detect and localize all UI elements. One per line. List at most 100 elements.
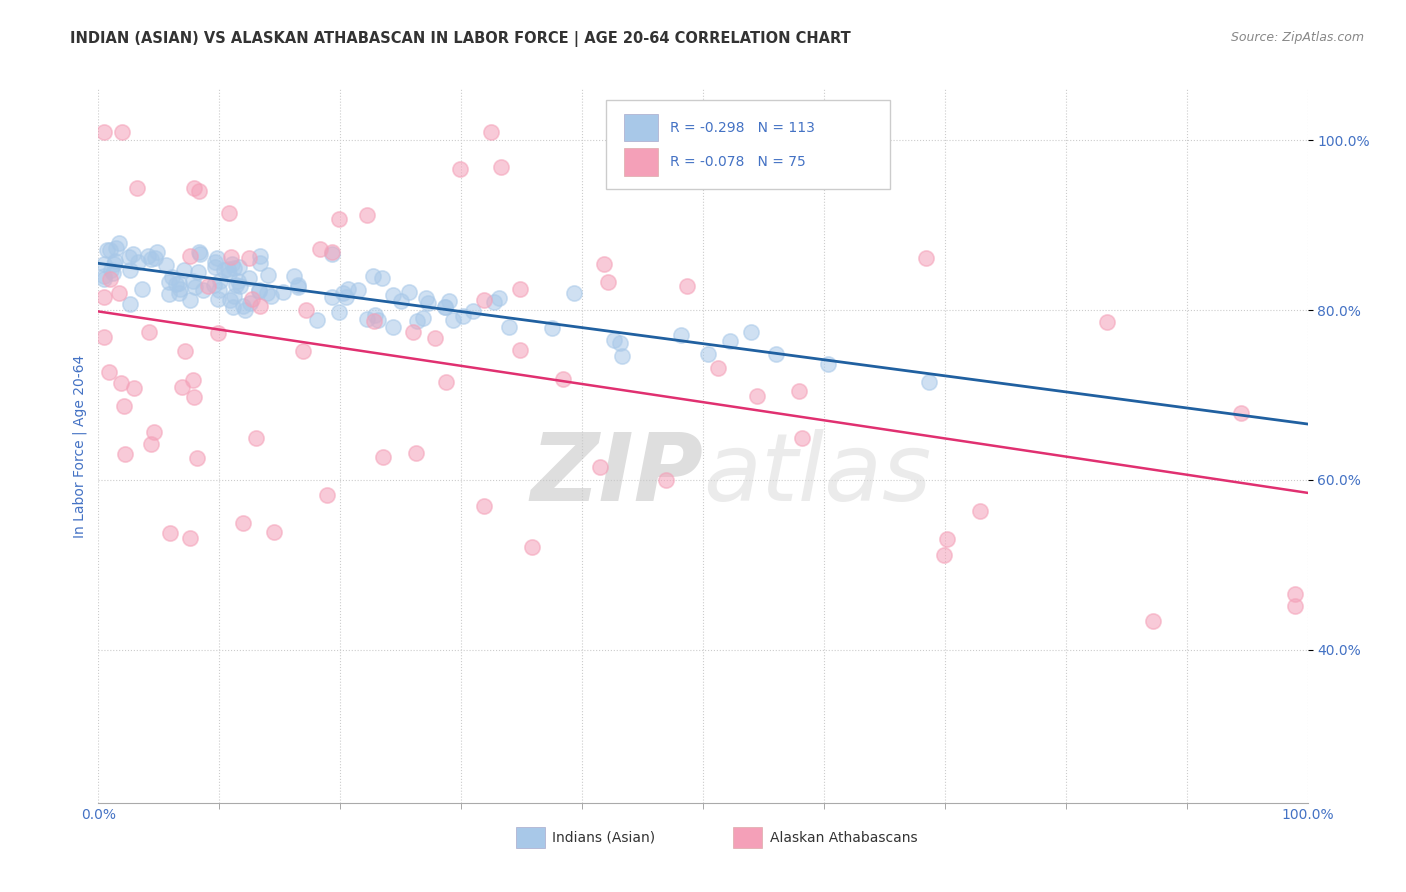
Point	[249, 256, 271, 270]
Point	[169, 282, 191, 296]
Point	[655, 473, 678, 487]
Point	[434, 376, 457, 390]
Point	[364, 308, 387, 322]
Point	[363, 269, 385, 284]
Point	[93, 125, 115, 139]
Point	[356, 208, 378, 222]
FancyBboxPatch shape	[624, 114, 658, 141]
Point	[108, 235, 131, 250]
Point	[287, 277, 309, 292]
Point	[202, 278, 225, 293]
Point	[263, 524, 285, 539]
Point	[127, 254, 149, 268]
Point	[191, 283, 214, 297]
Point	[472, 499, 495, 513]
Point	[93, 290, 115, 304]
Text: INDIAN (ASIAN) VS ALASKAN ATHABASCAN IN LABOR FORCE | AGE 20-64 CORRELATION CHAR: INDIAN (ASIAN) VS ALASKAN ATHABASCAN IN …	[70, 31, 851, 47]
Point	[603, 334, 626, 348]
Point	[218, 293, 240, 308]
Point	[207, 293, 229, 307]
Point	[328, 305, 350, 319]
Point	[609, 336, 631, 351]
Point	[122, 246, 145, 260]
Point	[118, 263, 141, 277]
Point	[479, 125, 502, 139]
Point	[718, 334, 741, 348]
Point	[207, 326, 229, 341]
Point	[118, 250, 141, 264]
Point	[93, 272, 115, 286]
Point	[217, 262, 239, 277]
Point	[208, 283, 231, 297]
Text: atlas: atlas	[703, 429, 931, 520]
Point	[745, 388, 768, 402]
Point	[416, 295, 439, 310]
Text: Indians (Asian): Indians (Asian)	[551, 830, 655, 845]
Point	[165, 277, 187, 292]
Point	[174, 344, 197, 359]
Point	[212, 263, 235, 277]
Point	[381, 319, 404, 334]
Point	[308, 242, 330, 256]
Point	[93, 257, 115, 271]
Point	[167, 277, 190, 291]
Point	[915, 251, 938, 265]
Point	[817, 358, 839, 372]
Point	[239, 295, 262, 310]
Point	[936, 532, 959, 546]
Point	[170, 380, 193, 394]
Point	[183, 390, 205, 404]
Point	[238, 271, 260, 285]
Point	[232, 298, 254, 312]
Point	[100, 263, 122, 277]
Point	[696, 347, 718, 361]
Point	[249, 284, 271, 298]
Point	[104, 241, 127, 255]
Point	[228, 260, 250, 274]
Point	[588, 460, 610, 475]
Point	[222, 289, 245, 303]
Point	[321, 246, 343, 260]
Point	[111, 125, 134, 139]
Point	[562, 285, 585, 300]
Point	[188, 247, 211, 261]
FancyBboxPatch shape	[734, 827, 762, 848]
Point	[332, 286, 354, 301]
Point	[472, 293, 495, 307]
Point	[256, 286, 278, 301]
Point	[291, 344, 314, 359]
Point	[228, 279, 250, 293]
Point	[100, 272, 122, 286]
Point	[1284, 599, 1306, 613]
Point	[103, 257, 125, 271]
Point	[765, 347, 787, 361]
FancyBboxPatch shape	[516, 827, 544, 848]
Point	[382, 288, 405, 302]
Point	[112, 399, 135, 413]
Point	[208, 274, 231, 288]
Point	[141, 437, 163, 451]
Point	[125, 181, 148, 195]
Point	[287, 280, 309, 294]
Point	[415, 291, 437, 305]
Point	[183, 373, 205, 387]
Point	[219, 250, 242, 264]
Point	[260, 289, 283, 303]
Point	[423, 331, 446, 345]
Point	[401, 326, 423, 340]
Point	[337, 282, 360, 296]
Point	[138, 325, 160, 339]
Point	[204, 255, 226, 269]
Point	[307, 312, 329, 326]
Point	[441, 312, 464, 326]
Point	[969, 503, 991, 517]
Point	[93, 268, 115, 283]
Point	[509, 282, 531, 296]
Point	[238, 251, 260, 265]
Point	[346, 283, 368, 297]
Point	[188, 245, 211, 260]
Point	[139, 252, 162, 266]
Point	[131, 282, 153, 296]
Point	[120, 296, 142, 310]
Point	[110, 376, 132, 390]
